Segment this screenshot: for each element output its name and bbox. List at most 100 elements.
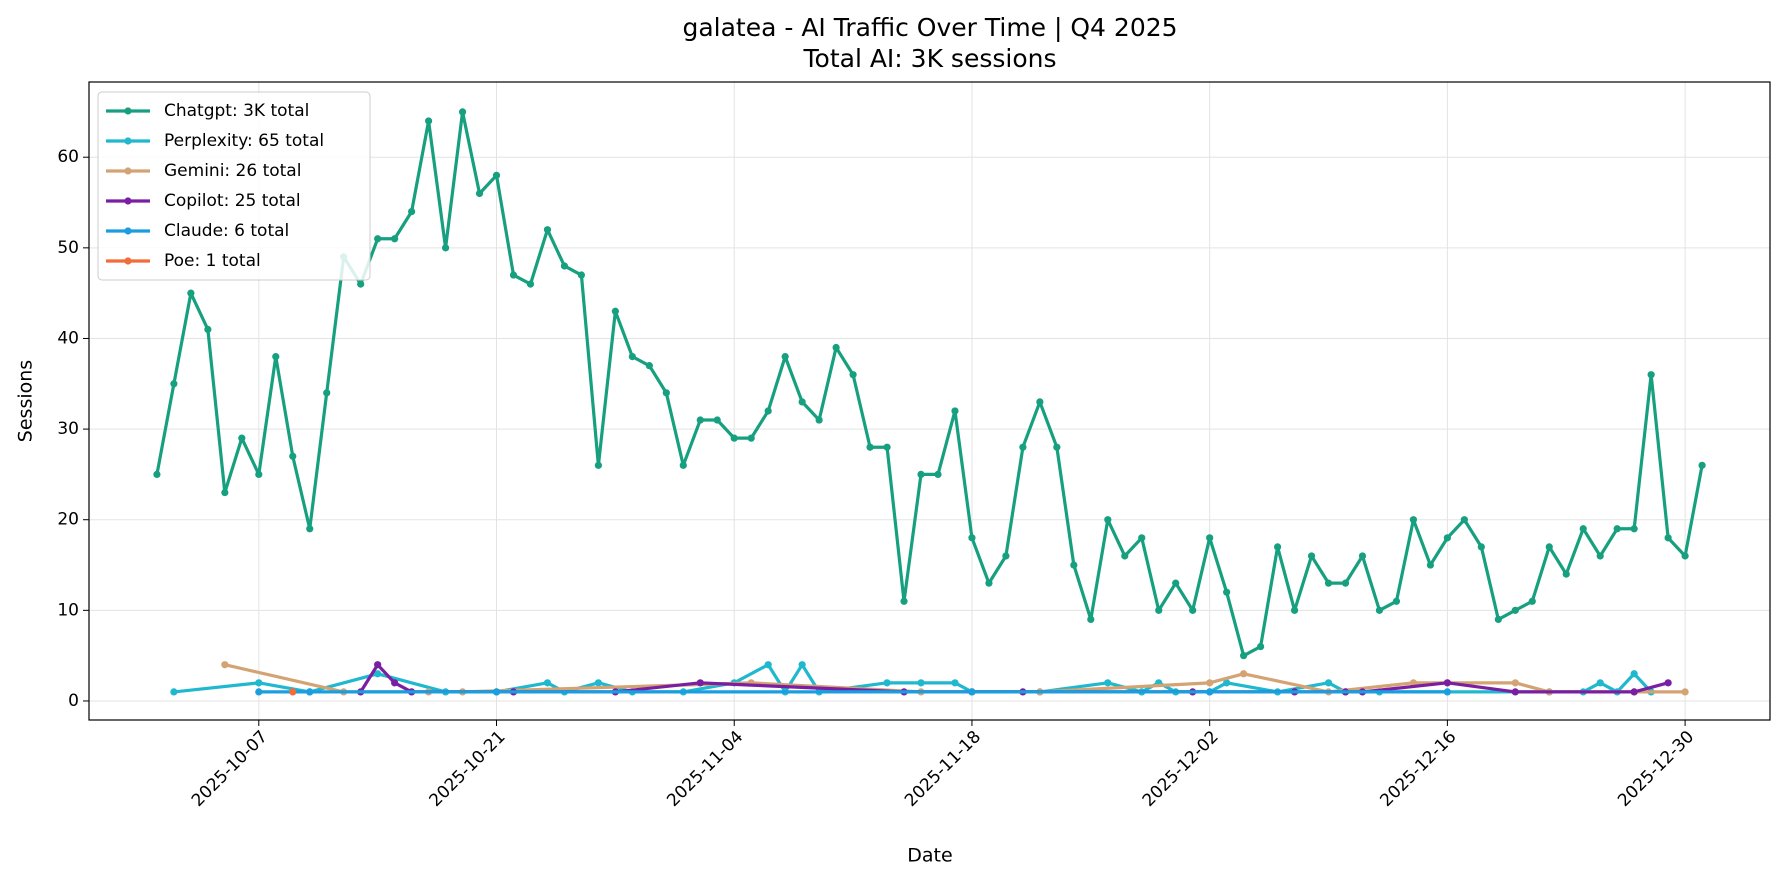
legend-marker (124, 167, 132, 175)
data-point (221, 488, 229, 497)
data-point (255, 679, 263, 687)
data-point (1324, 679, 1333, 687)
y-tick-label: 0 (68, 691, 79, 711)
data-point (391, 679, 399, 687)
legend-marker (124, 227, 132, 235)
data-point (1053, 443, 1061, 451)
data-point (424, 117, 433, 125)
data-point (696, 679, 704, 687)
data-point (509, 271, 518, 279)
legend-marker (124, 257, 132, 265)
data-point (526, 280, 535, 288)
data-point (153, 470, 161, 479)
data-point (798, 398, 806, 406)
data-point (1070, 561, 1078, 569)
data-point (1426, 561, 1435, 569)
data-point (747, 434, 755, 442)
data-point (1698, 461, 1706, 469)
x-axis-label: Date (907, 845, 952, 867)
data-point (1223, 679, 1231, 687)
data-point (272, 352, 280, 361)
y-tick-label: 10 (57, 600, 79, 620)
data-point (1138, 534, 1146, 542)
data-point (1189, 606, 1197, 614)
data-point (832, 343, 840, 352)
series-line (155, 110, 1704, 658)
data-point (357, 280, 365, 288)
data-point (1579, 525, 1587, 533)
data-point (374, 235, 382, 243)
data-point (849, 371, 857, 379)
data-point (289, 688, 297, 696)
chart-subtitle: Total AI: 3K sessions (803, 44, 1057, 73)
data-point (1206, 688, 1214, 696)
data-point (1409, 679, 1418, 687)
data-point (934, 470, 942, 479)
data-point (1290, 606, 1299, 614)
data-point (458, 108, 467, 116)
y-axis-label: Sessions (15, 360, 37, 442)
y-tick-label: 30 (57, 419, 79, 439)
data-point (1596, 552, 1604, 560)
data-point (577, 271, 586, 279)
data-point (968, 688, 976, 696)
data-point (1511, 688, 1519, 696)
data-point (1375, 606, 1384, 614)
data-point (441, 244, 450, 252)
data-point (1630, 670, 1638, 678)
plot-frame (88, 81, 1771, 721)
legend-marker (124, 137, 132, 145)
data-point (951, 407, 959, 415)
data-point (968, 534, 976, 542)
data-point (985, 579, 993, 587)
data-point (1664, 534, 1672, 542)
data-point (1443, 679, 1451, 687)
data-point (1460, 516, 1468, 524)
data-point (170, 380, 178, 388)
data-point (1511, 679, 1519, 687)
data-point (1681, 688, 1689, 696)
data-point (1036, 398, 1044, 406)
y-tick-label: 40 (57, 328, 79, 348)
x-tick-label: 2025-10-21 (426, 727, 510, 811)
data-point (1104, 679, 1112, 687)
x-tick-label: 2025-12-02 (1139, 727, 1223, 811)
data-point (917, 679, 925, 687)
data-point (764, 407, 772, 415)
data-point (679, 461, 687, 469)
data-point (1630, 525, 1638, 533)
data-point (255, 688, 263, 696)
data-point (798, 661, 806, 669)
data-point (883, 443, 891, 451)
data-point (1545, 543, 1553, 551)
data-point (492, 688, 501, 696)
data-point (374, 661, 382, 669)
data-point (1562, 570, 1570, 578)
data-point (1155, 606, 1163, 614)
data-point (1681, 552, 1689, 560)
data-point (1019, 443, 1027, 451)
data-point (374, 670, 382, 678)
data-point (1630, 688, 1638, 696)
data-point (391, 235, 399, 243)
data-point (1002, 552, 1010, 560)
data-point (255, 470, 263, 479)
data-point (1443, 688, 1451, 696)
data-point (1494, 615, 1502, 624)
data-point (1104, 516, 1112, 524)
x-tick-label: 2025-11-18 (901, 727, 985, 811)
data-point (289, 452, 297, 460)
data-point (1358, 552, 1367, 560)
data-point (611, 307, 619, 315)
data-point (900, 597, 908, 605)
data-point (594, 679, 602, 687)
data-point (1511, 606, 1519, 614)
data-point (1596, 679, 1604, 687)
legend-marker (124, 107, 132, 115)
data-point (492, 171, 501, 179)
data-point (628, 352, 636, 361)
data-point (204, 325, 212, 334)
data-point (662, 389, 670, 397)
data-point (917, 470, 925, 479)
